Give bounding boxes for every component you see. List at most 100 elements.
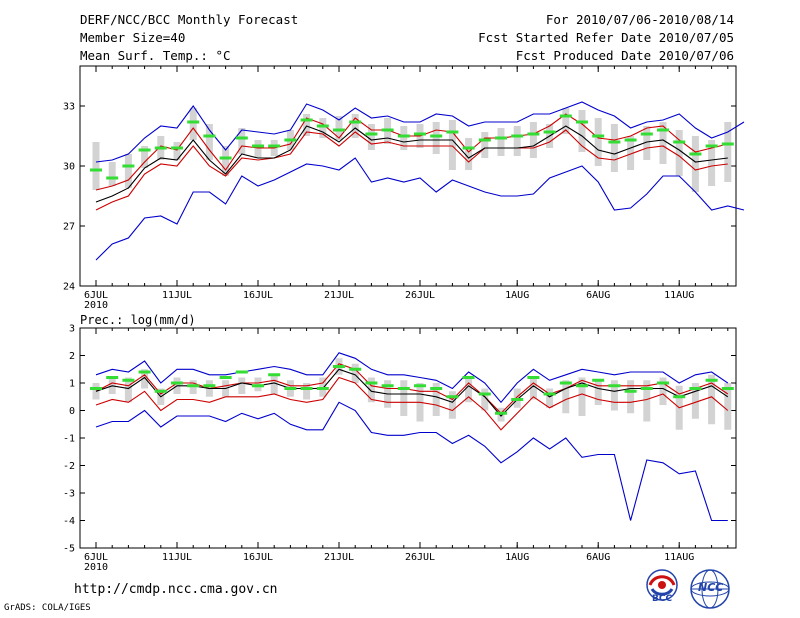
prec-ytick-label: -2: [63, 461, 75, 472]
temp-spread-box: [562, 108, 570, 134]
temp-spread-box: [222, 146, 230, 176]
temp-mean-mark: [219, 156, 232, 160]
prec-mean-mark: [219, 376, 232, 379]
prec-title: Prec.: log(mm/d): [80, 313, 196, 327]
temp-spread-box: [189, 108, 197, 140]
member-size-label: Member Size=40: [80, 30, 186, 45]
produced-date: Fcst Produced Date 2010/07/06: [515, 48, 734, 63]
prec-min-line: [95, 401, 728, 522]
prec-spread-box: [724, 383, 732, 430]
prec-mean-mark: [138, 370, 151, 374]
temp-mean-mark: [365, 132, 378, 136]
prec-spread-box: [400, 380, 408, 416]
temp-mean-mark: [559, 114, 572, 118]
temp-mean-mark: [527, 132, 540, 136]
prec-mean-mark: [235, 370, 248, 374]
temp-xtick-label: 6AUG: [586, 290, 610, 301]
prec-median-line: [95, 368, 729, 417]
prec-mean-mark: [268, 373, 281, 377]
prec-xtick-label: 21JUL: [324, 552, 354, 563]
temp-mean-mark: [122, 164, 135, 168]
source-url: http://cmdp.ncc.cma.gov.cn: [74, 582, 278, 597]
temp-year-label: 2010: [84, 300, 108, 311]
prec-spread-box: [432, 383, 440, 416]
temp-spread-box: [594, 118, 602, 166]
temp-mean-mark: [721, 142, 734, 146]
temp-max-line: [95, 101, 745, 163]
prec-spread-box: [594, 380, 602, 405]
temp-xtick-label: 6JUL: [84, 290, 108, 301]
prec-spread-box: [627, 380, 635, 414]
prec-mean-mark: [543, 392, 556, 396]
prec-spread-box: [448, 391, 456, 419]
temp-mean-mark: [138, 148, 151, 152]
temp-mean-mark: [462, 146, 475, 150]
temp-mean-mark: [576, 120, 588, 124]
prec-spread-box: [643, 380, 651, 422]
prec-mean-mark: [576, 384, 588, 388]
temp-spread-box: [497, 128, 505, 156]
temp-mean-mark: [316, 124, 329, 128]
prec-mean-mark: [187, 384, 200, 388]
temp-spread-box: [254, 140, 262, 158]
temp-mean-mark: [381, 128, 394, 132]
temp-ytick-label: 33: [63, 102, 75, 113]
prec-panel: -5 -4 -3 -2 -1 0 1 2 3 6JUL 11JUL 16JUL 21JUL 26JUL 1A…: [63, 324, 737, 573]
temp-spread-box: [481, 132, 489, 158]
prec-mean-mark: [252, 384, 264, 388]
ncc-logo: NCC: [686, 568, 734, 616]
temp-ytick-label: 30: [63, 162, 75, 173]
forecast-period: For 2010/07/06-2010/08/14: [545, 12, 734, 27]
temp-mean-mark: [187, 120, 200, 124]
prec-ytick-label: 0: [69, 406, 75, 417]
temp-mean-mark: [640, 132, 653, 136]
temp-xtick-label: 26JUL: [405, 290, 435, 301]
temp-mean-mark: [689, 152, 702, 156]
temp-mean-mark: [608, 140, 621, 144]
prec-spread-box: [708, 374, 716, 425]
prec-ytick-label: 1: [69, 379, 75, 390]
prec-spread-box: [481, 388, 489, 411]
temp-spread-box: [205, 124, 213, 160]
temp-spread-box: [691, 136, 699, 192]
prec-spread-box: [610, 380, 618, 411]
temp-spread-box: [173, 142, 181, 160]
temp-mean-mark: [300, 118, 313, 122]
prec-ytick-label: -5: [63, 544, 75, 555]
prec-mean-mark: [673, 395, 686, 399]
ncc-logo-text: NCC: [698, 581, 724, 594]
prec-mean-mark: [106, 376, 119, 379]
temp-mean-mark: [657, 128, 669, 132]
prec-xtick-label: 16JUL: [243, 552, 273, 563]
prec-max-line: [95, 352, 729, 404]
temp-mean-mark: [543, 130, 556, 134]
prec-mean-mark: [333, 365, 345, 368]
prec-spread-box: [546, 388, 554, 408]
temp-spread-box: [465, 138, 473, 170]
temp-spread-box: [319, 118, 327, 138]
temp-ytick-label: 27: [63, 222, 75, 233]
prec-xtick-label: 11JUL: [162, 552, 192, 563]
temp-mean-mark: [268, 144, 281, 148]
prec-frame: [79, 327, 737, 549]
prec-spread-box: [659, 377, 667, 405]
prec-mean-mark: [284, 387, 297, 390]
prec-spread-box: [238, 377, 246, 394]
temp-ytick-label: 24: [63, 282, 75, 293]
prec-mean-mark: [478, 392, 491, 396]
temp-xtick-label: 11AUG: [664, 290, 694, 301]
temp-spread-box: [578, 110, 586, 152]
prec-spread-box: [562, 380, 570, 414]
prec-lower-quartile-line: [95, 376, 729, 431]
temp-spread-box: [141, 146, 149, 168]
prec-mean-mark: [624, 389, 637, 393]
temp-mean-mark: [349, 120, 362, 124]
prec-mean-mark: [462, 376, 475, 379]
prec-mean-mark: [381, 384, 394, 388]
prec-ytick-label: 3: [69, 324, 75, 335]
prec-spread-box: [691, 383, 699, 419]
prec-mean-mark: [721, 387, 734, 390]
title-line-1: DERF/NCC/BCC Monthly Forecast: [80, 12, 299, 27]
temp-mean-mark: [705, 144, 718, 148]
prec-xtick-label: 26JUL: [405, 552, 435, 563]
